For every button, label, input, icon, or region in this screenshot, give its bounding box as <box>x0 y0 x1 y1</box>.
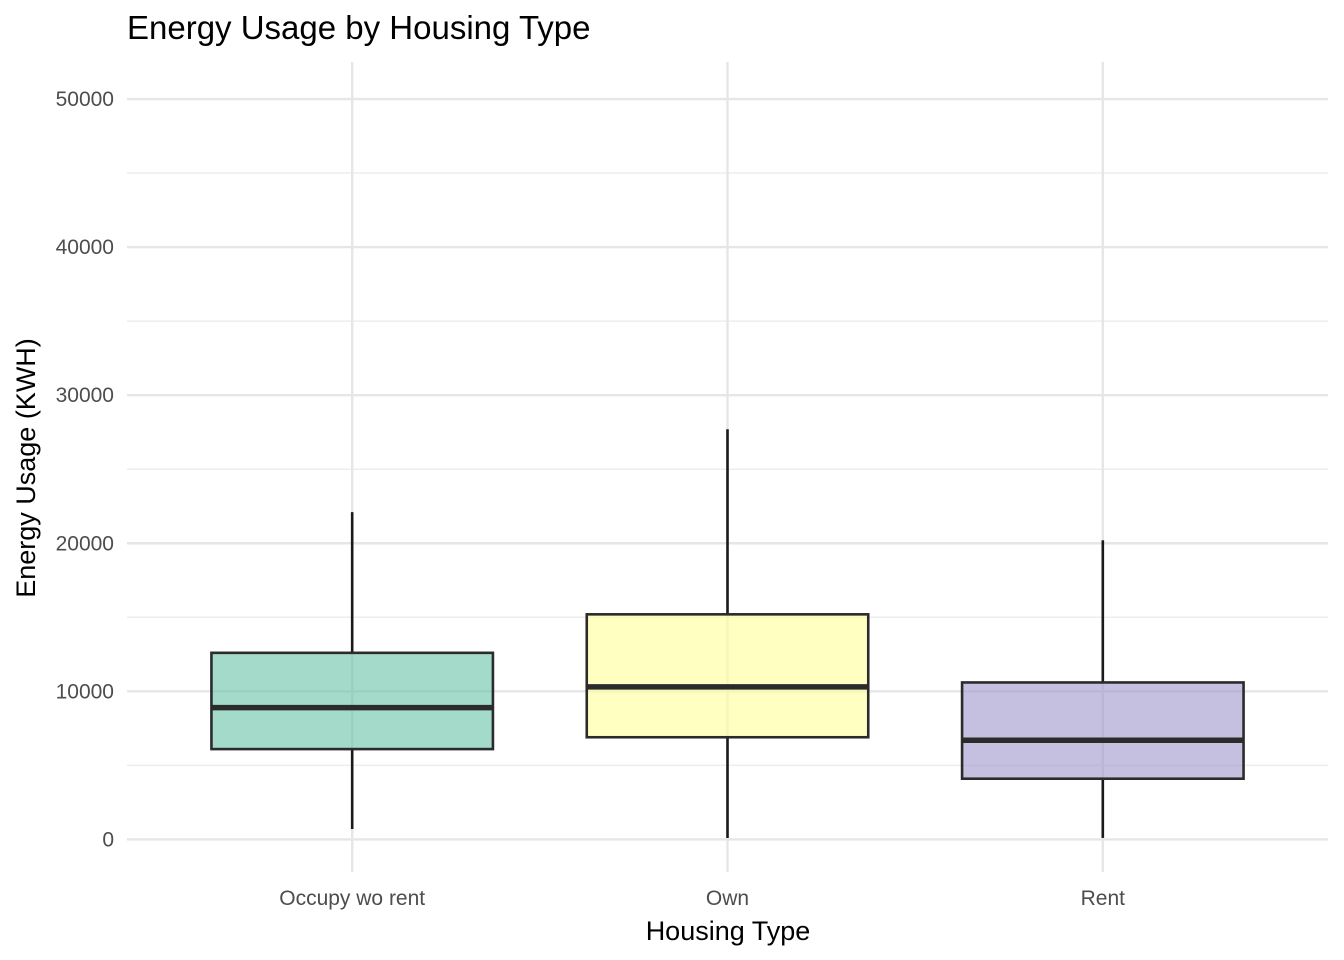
box-body <box>210 651 495 751</box>
box-occupy-wo-rent <box>210 512 495 830</box>
x-tick-label: Occupy wo rent <box>279 887 425 910</box>
y-tick-label: 10000 <box>56 680 114 703</box>
x-axis-title: Housing Type <box>646 916 811 946</box>
box-own <box>585 429 870 838</box>
box-group <box>210 429 1245 838</box>
y-tick-label: 20000 <box>56 532 114 555</box>
y-axis-title: Energy Usage (KWH) <box>11 338 41 598</box>
x-tick-label: Rent <box>1081 887 1126 910</box>
y-tick-labels: 0 10000 20000 30000 40000 50000 <box>56 88 114 851</box>
y-tick-label: 0 <box>102 828 114 851</box>
y-tick-label: 50000 <box>56 88 114 111</box>
chart-title: Energy Usage by Housing Type <box>127 9 591 46</box>
box-body <box>960 681 1245 781</box>
x-tick-labels: Occupy wo rent Own Rent <box>279 887 1125 910</box>
y-tick-label: 30000 <box>56 384 114 407</box>
y-tick-label: 40000 <box>56 236 114 259</box>
x-tick-label: Own <box>706 887 749 910</box>
box-body <box>585 613 870 739</box>
box-rent <box>960 540 1245 838</box>
